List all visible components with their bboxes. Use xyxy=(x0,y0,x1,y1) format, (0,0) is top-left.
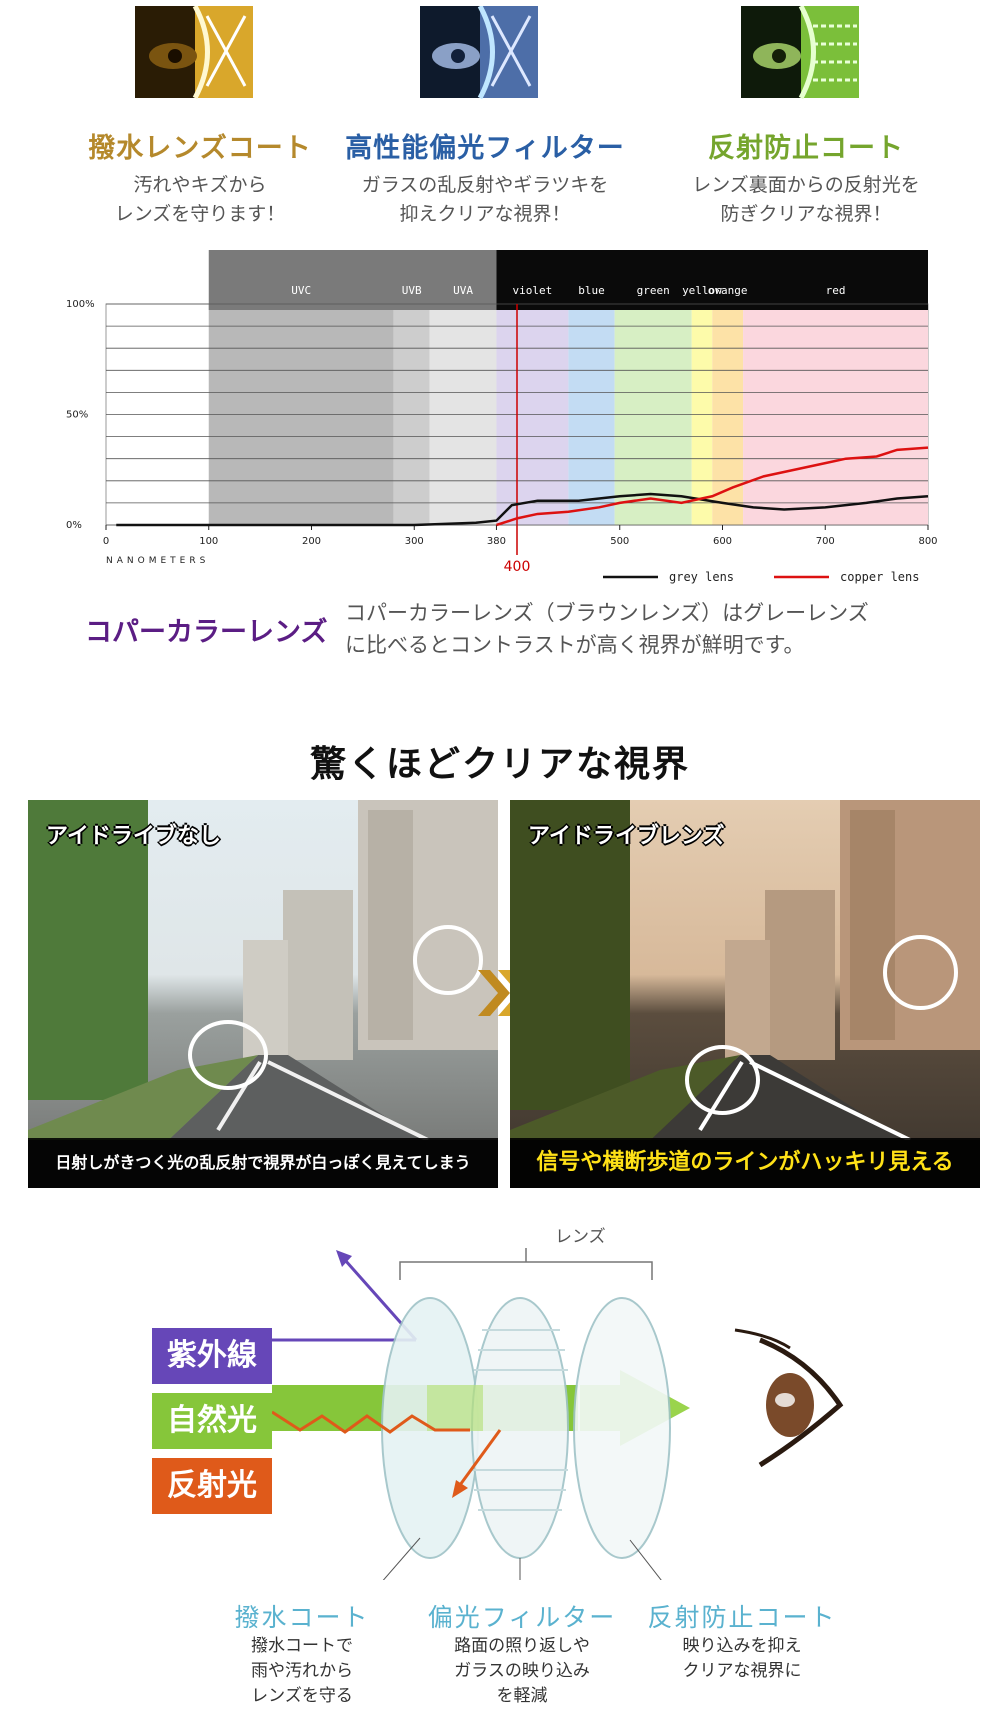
feature-polarized: 高性能偏光フィルター ガラスの乱反射やギラツキを 抑えクリアな視界！ xyxy=(335,0,635,229)
eye-icon xyxy=(734,1328,844,1468)
copper-desc: コパーカラーレンズ（ブラウンレンズ）はグレーレンズ に比べるとコントラストが高く… xyxy=(345,601,869,657)
traffic-light-highlight xyxy=(883,935,958,1010)
light-band-inside xyxy=(427,1385,483,1431)
band-label: red xyxy=(826,284,846,297)
feature-anti-reflection: 反射防止コート レンズ裏面からの反射光を 防ぎクリアな視界！ xyxy=(656,0,956,229)
anti-reflection-icon xyxy=(741,4,871,106)
ray-label-natural: 自然光 xyxy=(152,1393,272,1449)
lens-disc-anti-reflection xyxy=(573,1297,671,1559)
ray-label-reflected: 反射光 xyxy=(152,1458,272,1514)
legend-label: copper lens xyxy=(840,570,919,584)
feature-water-repellent: 撥水レンズコート 汚れやキズから レンズを守ります！ xyxy=(50,0,350,229)
y-tick-label: 50% xyxy=(66,410,88,421)
x-tick-label: 500 xyxy=(610,536,629,547)
photo-title-without: アイドライブなし xyxy=(46,824,221,849)
section-title: 驚くほどクリアな視界 xyxy=(309,744,690,785)
ray-label-uv: 紫外線 xyxy=(152,1328,272,1384)
reflect-arrow-head xyxy=(452,1480,468,1498)
series-line-grey-lens xyxy=(116,492,929,527)
x-tick-label: 700 xyxy=(816,536,835,547)
caption-without: 日射しがきつく光の乱反射で視界が白っぽく見えてしまう xyxy=(28,1138,498,1188)
band-label: orange xyxy=(708,284,748,297)
uv-header xyxy=(208,250,497,310)
legend-label: grey lens xyxy=(669,570,734,584)
caption-with: 信号や横断歩道のラインがハッキリ見える xyxy=(510,1138,980,1188)
street-scene-plain xyxy=(28,800,498,1188)
x-tick-label: 300 xyxy=(405,536,424,547)
lens-label: レンズ xyxy=(555,1227,606,1247)
feature-desc: 汚れやキズから レンズを守ります！ xyxy=(114,174,286,225)
feature-title: 撥水レンズコート xyxy=(88,133,312,164)
layer-title-water: 撥水コート xyxy=(234,1603,370,1632)
band-label: UVC xyxy=(291,284,311,297)
crosswalk-highlight xyxy=(685,1045,760,1115)
photo-without-lens: アイドライブなし 日射しがきつく光の乱反射で視界が白っぽく見えてしまう xyxy=(28,800,498,1188)
layer-desc-anti: 映り込みを抑え クリアな視界に xyxy=(682,1636,802,1681)
x-tick-label: 600 xyxy=(713,536,732,547)
feature-title: 高性能偏光フィルター xyxy=(345,133,625,164)
x-tick-label: 800 xyxy=(918,536,937,547)
band-label: yellow xyxy=(682,284,722,297)
photo-with-lens: アイドライブレンズ 信号や横断歩道のラインがハッキリ見える xyxy=(510,800,980,1188)
layer-title-anti: 反射防止コート xyxy=(647,1603,837,1632)
visible-header xyxy=(496,250,928,310)
x-tick-label: 0 xyxy=(103,536,109,547)
x-tick-label: 200 xyxy=(302,536,321,547)
band-label: UVA xyxy=(453,284,473,297)
reflect-out xyxy=(458,1429,502,1486)
uv-arrow-head xyxy=(336,1250,352,1267)
y-tick-label: 100% xyxy=(66,299,95,310)
polarized-stripes xyxy=(472,1329,568,1511)
band-label: UVB xyxy=(402,284,422,297)
layer-desc-polarized: 路面の照り返しや ガラスの映り込み を軽減 xyxy=(454,1636,590,1706)
band-label: violet xyxy=(513,284,553,297)
layer-title-polarized: 偏光フィルター xyxy=(427,1603,617,1632)
polarized-filter-icon xyxy=(420,4,550,106)
photo-title-with: アイドライブレンズ xyxy=(528,824,725,849)
band-label: green xyxy=(637,284,670,297)
band-label: blue xyxy=(578,284,605,297)
layer-desc-water: 撥水コートで 雨や汚れから レンズを守る xyxy=(251,1636,353,1706)
lens-bracket xyxy=(399,1248,653,1280)
traffic-light-highlight xyxy=(413,925,483,995)
crosswalk-highlight xyxy=(188,1020,268,1090)
lens-diagram xyxy=(271,1248,844,1580)
lens-disc-polarized xyxy=(471,1297,569,1559)
reflect-ray xyxy=(271,1410,470,1434)
feature-title: 反射防止コート xyxy=(708,133,904,164)
y-tick-label: 0% xyxy=(66,520,82,531)
x-tick-label: 100 xyxy=(199,536,218,547)
marker-400-label: 400 xyxy=(504,559,531,575)
water-repellent-icon xyxy=(135,4,265,106)
feature-desc: レンズ裏面からの反射光を 防ぎクリアな視界！ xyxy=(692,174,920,225)
copper-title: コパーカラーレンズ xyxy=(85,617,328,648)
series-line-copper-lens xyxy=(496,446,929,527)
spectrum-chart: UVC UVB UVA violet blue green yellow orange red 1… xyxy=(0,240,1000,590)
x-tick-label: 380 xyxy=(487,536,506,547)
feature-desc: ガラスの乱反射やギラツキを 抑えクリアな視界！ xyxy=(361,174,609,225)
x-axis-label: NANOMETERS xyxy=(106,556,209,566)
